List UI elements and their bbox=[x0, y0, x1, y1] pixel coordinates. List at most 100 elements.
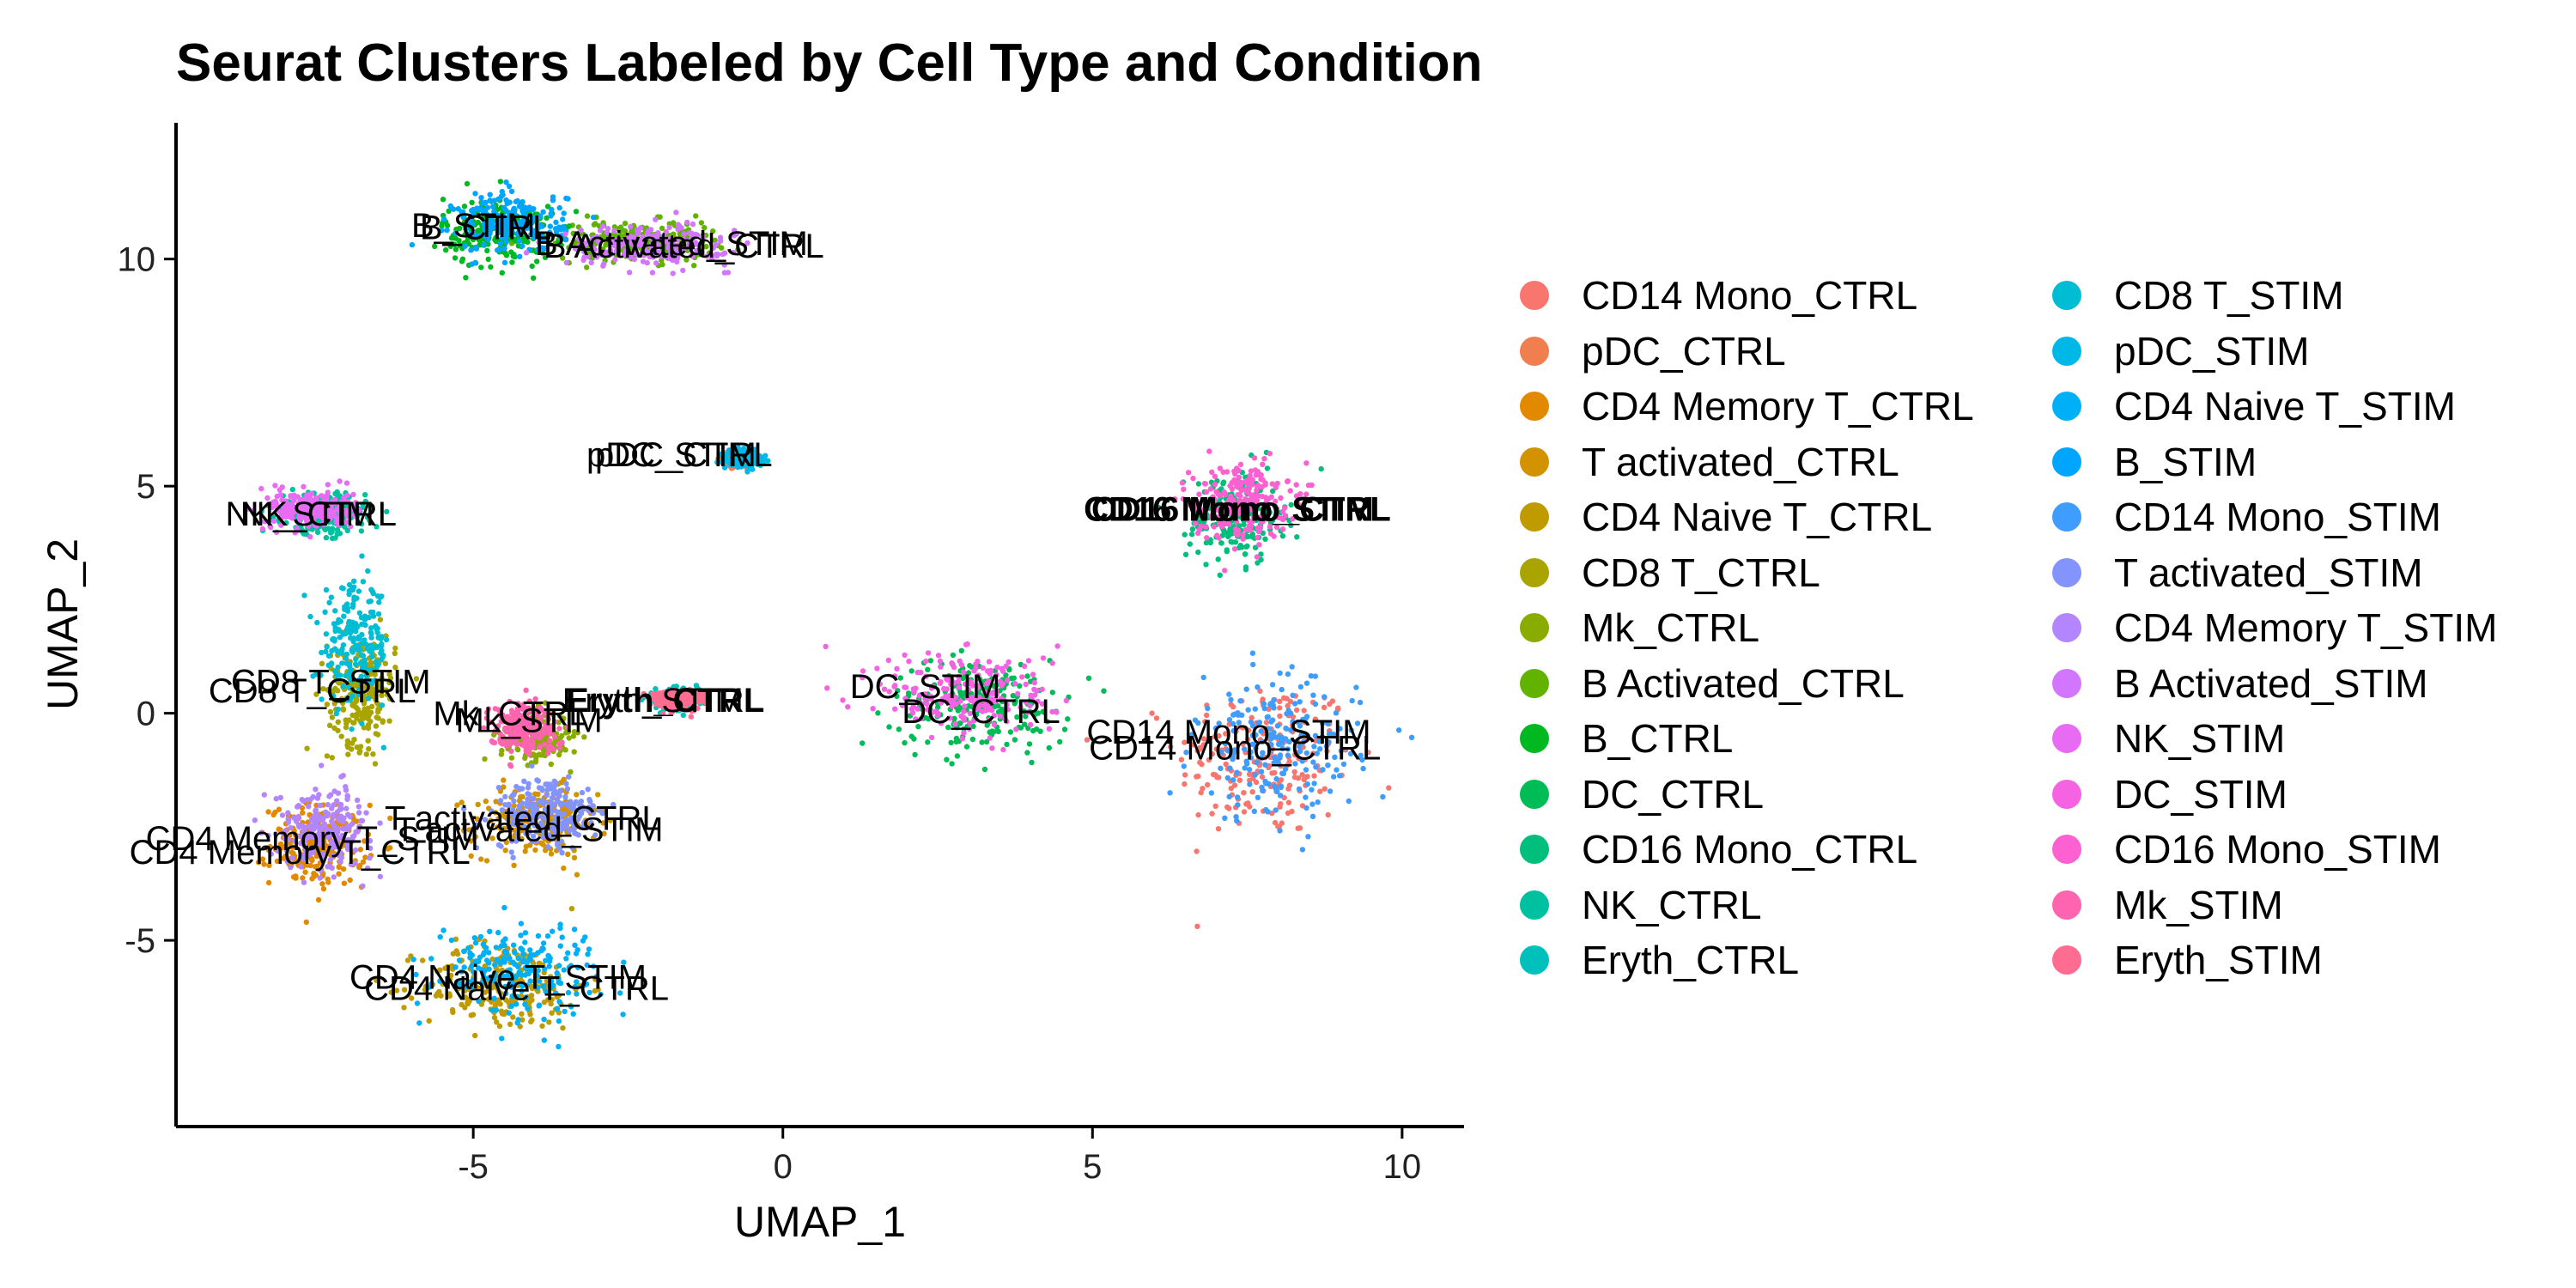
data-point bbox=[566, 774, 572, 780]
data-point bbox=[961, 730, 967, 736]
data-point bbox=[341, 880, 348, 886]
data-point bbox=[574, 792, 580, 798]
data-point bbox=[1294, 534, 1300, 540]
data-point bbox=[363, 810, 369, 816]
data-point bbox=[986, 659, 993, 665]
data-point bbox=[1277, 828, 1283, 834]
data-point bbox=[478, 195, 484, 201]
data-point bbox=[1226, 691, 1232, 697]
data-point bbox=[1308, 673, 1315, 679]
data-point bbox=[477, 933, 484, 940]
data-point bbox=[322, 609, 328, 615]
data-point bbox=[1231, 782, 1238, 788]
data-point bbox=[341, 613, 347, 619]
data-point bbox=[1203, 562, 1209, 568]
data-point bbox=[1277, 698, 1283, 704]
data-point bbox=[319, 762, 325, 769]
data-point bbox=[499, 188, 505, 195]
data-point bbox=[535, 778, 542, 784]
data-point bbox=[1321, 786, 1328, 792]
data-point bbox=[527, 1012, 533, 1018]
data-point bbox=[1223, 761, 1229, 768]
data-point bbox=[293, 873, 299, 879]
data-point bbox=[320, 886, 327, 892]
data-point bbox=[557, 943, 563, 949]
data-point bbox=[344, 738, 351, 744]
data-point bbox=[459, 799, 465, 805]
data-point bbox=[927, 658, 934, 664]
data-point bbox=[1293, 707, 1300, 714]
data-point bbox=[509, 793, 515, 799]
data-point bbox=[340, 642, 347, 648]
data-point bbox=[368, 598, 374, 605]
data-point bbox=[459, 256, 466, 262]
data-point bbox=[1245, 736, 1251, 743]
data-point bbox=[479, 200, 486, 206]
data-point bbox=[336, 871, 342, 877]
data-point bbox=[368, 630, 374, 637]
data-point bbox=[1285, 799, 1292, 805]
data-point bbox=[1232, 539, 1239, 545]
data-point bbox=[563, 781, 569, 787]
data-point bbox=[1237, 698, 1243, 704]
data-point bbox=[1215, 826, 1222, 832]
data-point bbox=[1309, 787, 1315, 793]
data-point bbox=[561, 865, 567, 872]
data-point bbox=[347, 813, 353, 820]
data-point bbox=[469, 199, 475, 205]
data-point bbox=[1200, 736, 1207, 742]
data-point bbox=[498, 751, 505, 757]
data-point bbox=[1198, 746, 1204, 752]
data-point bbox=[1245, 727, 1252, 733]
data-point bbox=[345, 744, 351, 750]
data-point bbox=[725, 270, 732, 276]
data-point bbox=[1261, 701, 1267, 707]
data-point bbox=[325, 876, 331, 883]
data-point bbox=[514, 746, 520, 752]
data-point bbox=[1212, 803, 1218, 809]
points-layer bbox=[246, 179, 1415, 1050]
data-point bbox=[1258, 769, 1265, 775]
data-point bbox=[1198, 789, 1204, 796]
data-point bbox=[342, 604, 348, 610]
data-point bbox=[387, 815, 393, 822]
data-point bbox=[514, 1020, 520, 1026]
data-point bbox=[1309, 813, 1316, 819]
data-point bbox=[1245, 707, 1251, 713]
data-point bbox=[607, 817, 614, 823]
data-point bbox=[312, 844, 318, 850]
data-point bbox=[1334, 767, 1340, 773]
data-point bbox=[572, 942, 578, 949]
data-point bbox=[307, 862, 313, 869]
data-point bbox=[1251, 808, 1258, 814]
data-point bbox=[339, 585, 345, 591]
data-point bbox=[350, 578, 357, 584]
data-point bbox=[1305, 834, 1311, 840]
data-point bbox=[380, 719, 386, 725]
data-point bbox=[265, 879, 272, 886]
data-point bbox=[510, 854, 516, 860]
data-point bbox=[465, 945, 471, 951]
data-point bbox=[1208, 790, 1215, 796]
data-point bbox=[331, 874, 337, 880]
data-point bbox=[1272, 819, 1279, 826]
data-point bbox=[1234, 817, 1240, 824]
data-point bbox=[981, 766, 988, 773]
data-point bbox=[536, 751, 542, 757]
data-point bbox=[1261, 705, 1268, 712]
data-point bbox=[493, 945, 500, 951]
data-point bbox=[684, 219, 690, 226]
data-point bbox=[340, 866, 347, 872]
data-point bbox=[517, 253, 523, 259]
data-point bbox=[1024, 673, 1030, 679]
data-point bbox=[508, 188, 515, 195]
data-point bbox=[525, 785, 532, 791]
data-point bbox=[1153, 715, 1160, 721]
data-point bbox=[1207, 539, 1214, 546]
data-point bbox=[969, 736, 976, 743]
data-point bbox=[483, 858, 490, 864]
data-point bbox=[323, 535, 330, 541]
data-point bbox=[1182, 772, 1188, 778]
data-point bbox=[1054, 643, 1060, 649]
data-point bbox=[1212, 772, 1218, 778]
